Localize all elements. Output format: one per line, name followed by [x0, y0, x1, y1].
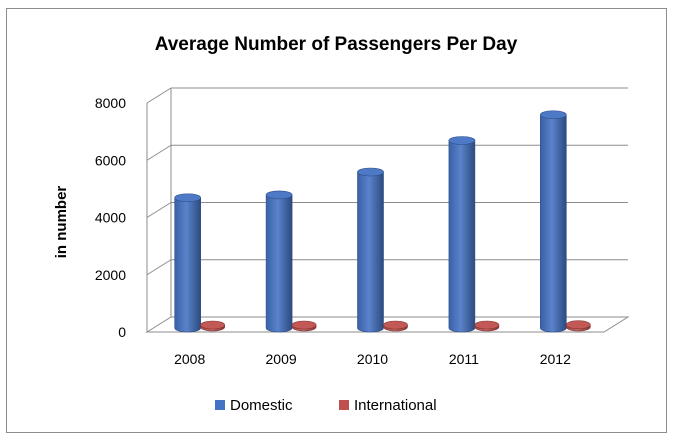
legend: Domestic International	[215, 397, 437, 414]
gridline-side	[146, 202, 172, 218]
y-axis-label: in number	[53, 186, 70, 259]
chart-title: Average Number of Passengers Per Day	[155, 34, 518, 55]
bar-domestic	[265, 190, 293, 333]
gridline-side	[146, 144, 172, 161]
y-tick-label: 4000	[95, 210, 126, 226]
x-tick-label: 2012	[540, 351, 571, 367]
legend-label-international: International	[354, 397, 437, 414]
x-tick-label: 2011	[449, 351, 479, 367]
bar-international	[474, 320, 500, 332]
legend-swatch-domestic	[215, 400, 225, 410]
legend-swatch-international	[339, 400, 349, 410]
y-tick-label: 8000	[95, 95, 126, 111]
legend-label-domestic: Domestic	[230, 397, 293, 414]
y-tick-label: 2000	[95, 267, 126, 283]
y-tick-label: 6000	[95, 152, 126, 168]
bar-international	[383, 320, 408, 332]
gridline-side	[146, 87, 172, 104]
bar-domestic	[448, 136, 476, 333]
x-tick-label: 2008	[174, 351, 205, 367]
bar-international	[565, 320, 591, 332]
x-tick-label: 2010	[357, 351, 388, 367]
bar-international	[291, 320, 317, 332]
bar-domestic	[357, 167, 384, 333]
gridline-side	[146, 259, 172, 276]
bar-international	[200, 320, 225, 332]
plot-area: 0 2000 4000 6000 8000 2008 2009 2010 2011 2012	[95, 87, 630, 367]
y-tick-label: 0	[118, 324, 126, 340]
x-tick-label: 2009	[266, 351, 297, 367]
bar-domestic	[174, 193, 201, 333]
bar-domestic	[539, 110, 567, 333]
